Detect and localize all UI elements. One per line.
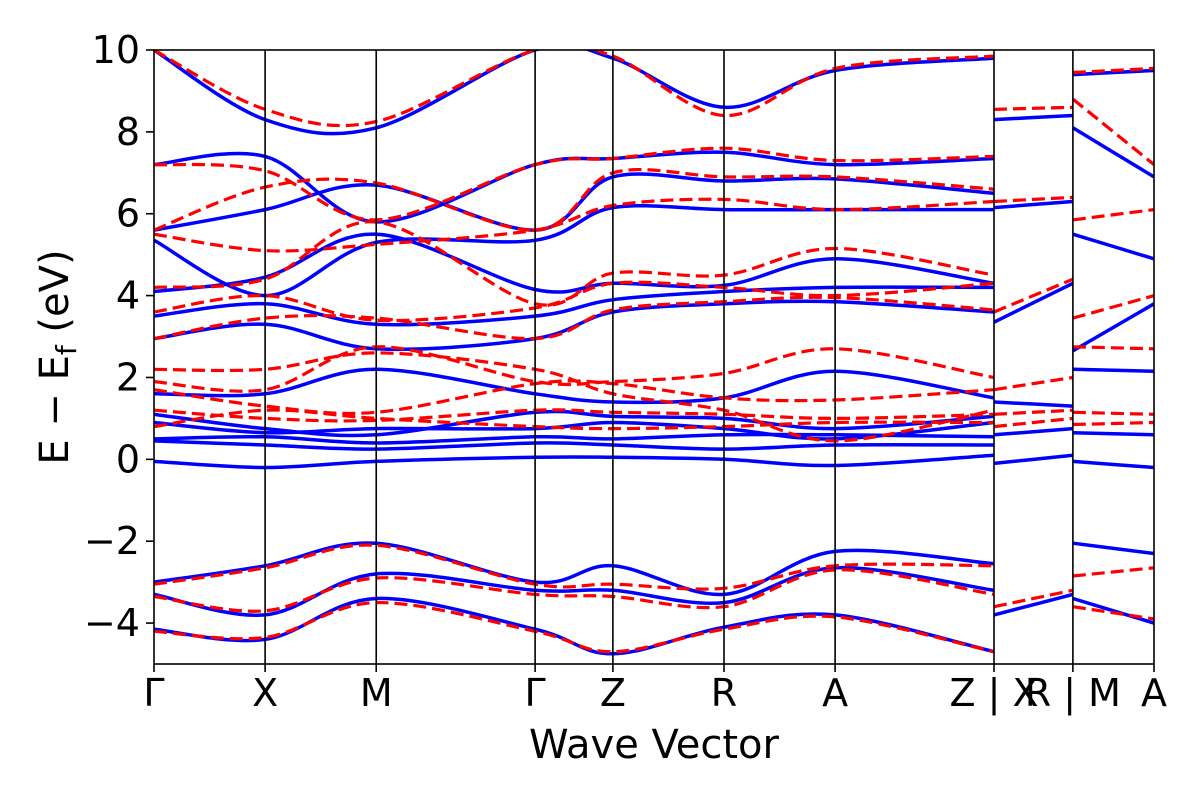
x-tick-label: Z xyxy=(600,671,626,715)
solid-band-line xyxy=(1072,459,1154,470)
solid-band-line xyxy=(1072,68,1154,77)
dashed-band-line xyxy=(154,50,995,128)
dashed-band-line xyxy=(993,277,1074,314)
solid-band-line xyxy=(993,113,1073,122)
solid-band-line xyxy=(154,439,995,451)
x-tick-label: M xyxy=(360,671,393,715)
y-axis-label-unit: (eV) xyxy=(32,249,78,345)
x-axis-ticks: Γ X M Γ Z R A Z | XR | M A xyxy=(143,664,1167,716)
dashed-band-line xyxy=(1072,66,1154,75)
dashed-band-line xyxy=(1072,345,1154,351)
dashed-band-line xyxy=(1072,420,1154,427)
x-tick-label: Γ xyxy=(143,671,164,715)
dashed-band-line xyxy=(1072,410,1154,416)
y-axis-label-sub: f xyxy=(50,344,83,355)
solid-band-line xyxy=(1072,430,1154,437)
dashed-band-line xyxy=(993,105,1073,111)
dashed-band-line xyxy=(1071,97,1154,166)
y-axis-label: E − Ef (eV) xyxy=(32,249,83,464)
x-tick-label: A xyxy=(1141,671,1167,715)
solid-band-line xyxy=(154,50,995,136)
x-tick-label: R xyxy=(711,671,737,715)
solid-band-line xyxy=(993,281,1074,324)
x-tick-label: Γ xyxy=(525,671,546,715)
kpoint-lines xyxy=(264,50,1074,664)
y-axis-label-main: E − E xyxy=(32,355,78,465)
solid-band-line xyxy=(154,172,995,232)
y-tick-label: −4 xyxy=(84,601,140,645)
dashed-band-line xyxy=(154,408,995,431)
solid-band-line xyxy=(1072,232,1154,261)
solid-band-line xyxy=(1072,596,1154,625)
solid-band-line xyxy=(993,592,1074,617)
bands-layer xyxy=(154,50,1154,656)
solid-band-line xyxy=(993,426,1074,437)
dashed-band-line xyxy=(154,408,995,423)
solid-band-line xyxy=(154,367,995,405)
dashed-band-line xyxy=(1072,605,1154,621)
solid-band-line xyxy=(993,400,1073,408)
dashed-band-line xyxy=(993,375,1074,392)
y-tick-label: 10 xyxy=(92,28,140,72)
y-tick-label: 0 xyxy=(116,437,140,481)
y-tick-label: 8 xyxy=(116,110,140,154)
dashed-band-line xyxy=(1072,566,1154,578)
y-tick-label: −2 xyxy=(84,519,140,563)
plot-frame xyxy=(153,49,1155,665)
y-axis-ticks: −4 −2 0 2 4 6 8 10 xyxy=(84,28,154,645)
y-tick-label: 2 xyxy=(116,355,140,399)
x-axis-label: Wave Vector xyxy=(529,722,780,768)
x-tick-label: X xyxy=(252,671,278,715)
solid-band-line xyxy=(1072,367,1154,374)
solid-band-line xyxy=(993,453,1074,466)
solid-band-line xyxy=(154,596,995,656)
solid-band-line xyxy=(1072,302,1154,353)
dashed-band-line xyxy=(1072,294,1154,320)
y-tick-label: 4 xyxy=(116,274,140,318)
dashed-band-line xyxy=(993,416,1074,429)
x-tick-label: Z | X xyxy=(949,671,1038,716)
y-tick-label: 6 xyxy=(116,192,140,236)
dashed-band-line xyxy=(1072,208,1154,222)
solid-band-line xyxy=(1072,541,1154,556)
solid-band-line xyxy=(993,199,1074,210)
x-tick-label: R | M xyxy=(1025,671,1121,716)
solid-band-line xyxy=(154,232,995,294)
dashed-band-line xyxy=(993,588,1074,609)
dashed-band-line xyxy=(993,195,1073,204)
solid-band-line xyxy=(154,453,995,470)
x-tick-label: A xyxy=(822,671,848,715)
dashed-band-line xyxy=(154,220,995,307)
dashed-band-line xyxy=(154,167,995,232)
solid-band-line xyxy=(1071,126,1154,179)
solid-band-line xyxy=(154,150,995,224)
dashed-band-line xyxy=(154,379,995,416)
dashed-band-line xyxy=(993,408,1073,416)
